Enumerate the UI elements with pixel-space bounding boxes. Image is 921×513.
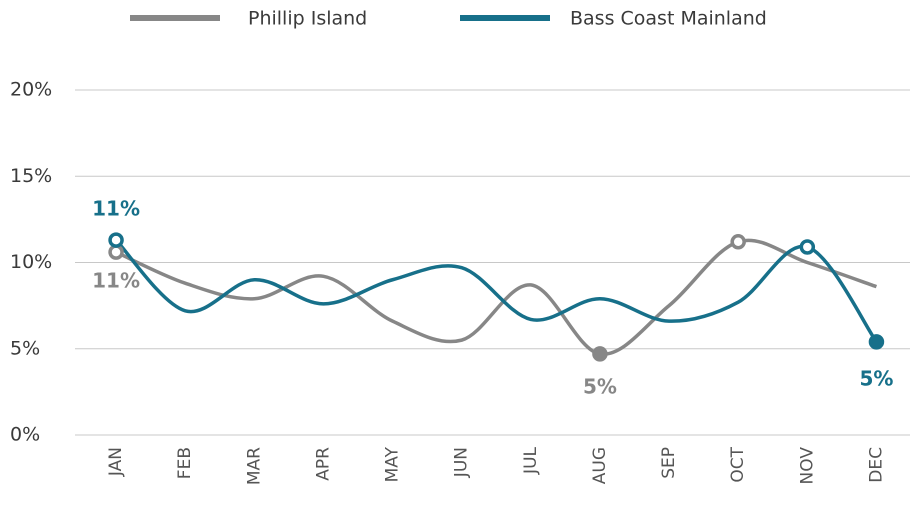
x-tick-label: DEC — [866, 447, 886, 483]
y-tick-label: 20% — [10, 79, 52, 101]
legend-label: Phillip Island — [248, 8, 367, 30]
data-label: 11% — [92, 269, 140, 293]
y-tick-label: 10% — [10, 251, 52, 273]
x-tick-label: APR — [313, 447, 333, 481]
data-label: 11% — [92, 197, 140, 221]
x-tick-label: FEB — [175, 447, 195, 479]
point-marker — [799, 239, 816, 255]
data-label: 5% — [583, 374, 617, 398]
x-tick-label: NOV — [797, 447, 817, 485]
point-marker — [592, 346, 608, 362]
series-line — [114, 238, 878, 343]
x-tick-label: MAR — [244, 447, 264, 485]
x-tick-label: MAY — [383, 446, 403, 482]
point-marker — [108, 232, 124, 248]
x-tick-label: SEP — [659, 447, 679, 479]
series-line — [115, 238, 878, 356]
legend-label: Bass Coast Mainland — [570, 8, 767, 30]
x-tick-label: JUL — [521, 446, 541, 474]
x-tick-label: AUG — [590, 447, 610, 484]
point-marker — [108, 244, 124, 260]
point-marker — [868, 334, 885, 350]
x-tick-label: OCT — [728, 446, 748, 482]
y-tick-label: 0% — [10, 424, 40, 446]
data-label: 5% — [859, 366, 893, 390]
x-tick-label: JUN — [452, 447, 472, 478]
y-tick-label: 5% — [10, 337, 40, 359]
y-tick-label: 15% — [10, 165, 52, 187]
point-marker — [730, 234, 746, 250]
x-tick-label: JAN — [106, 447, 126, 477]
